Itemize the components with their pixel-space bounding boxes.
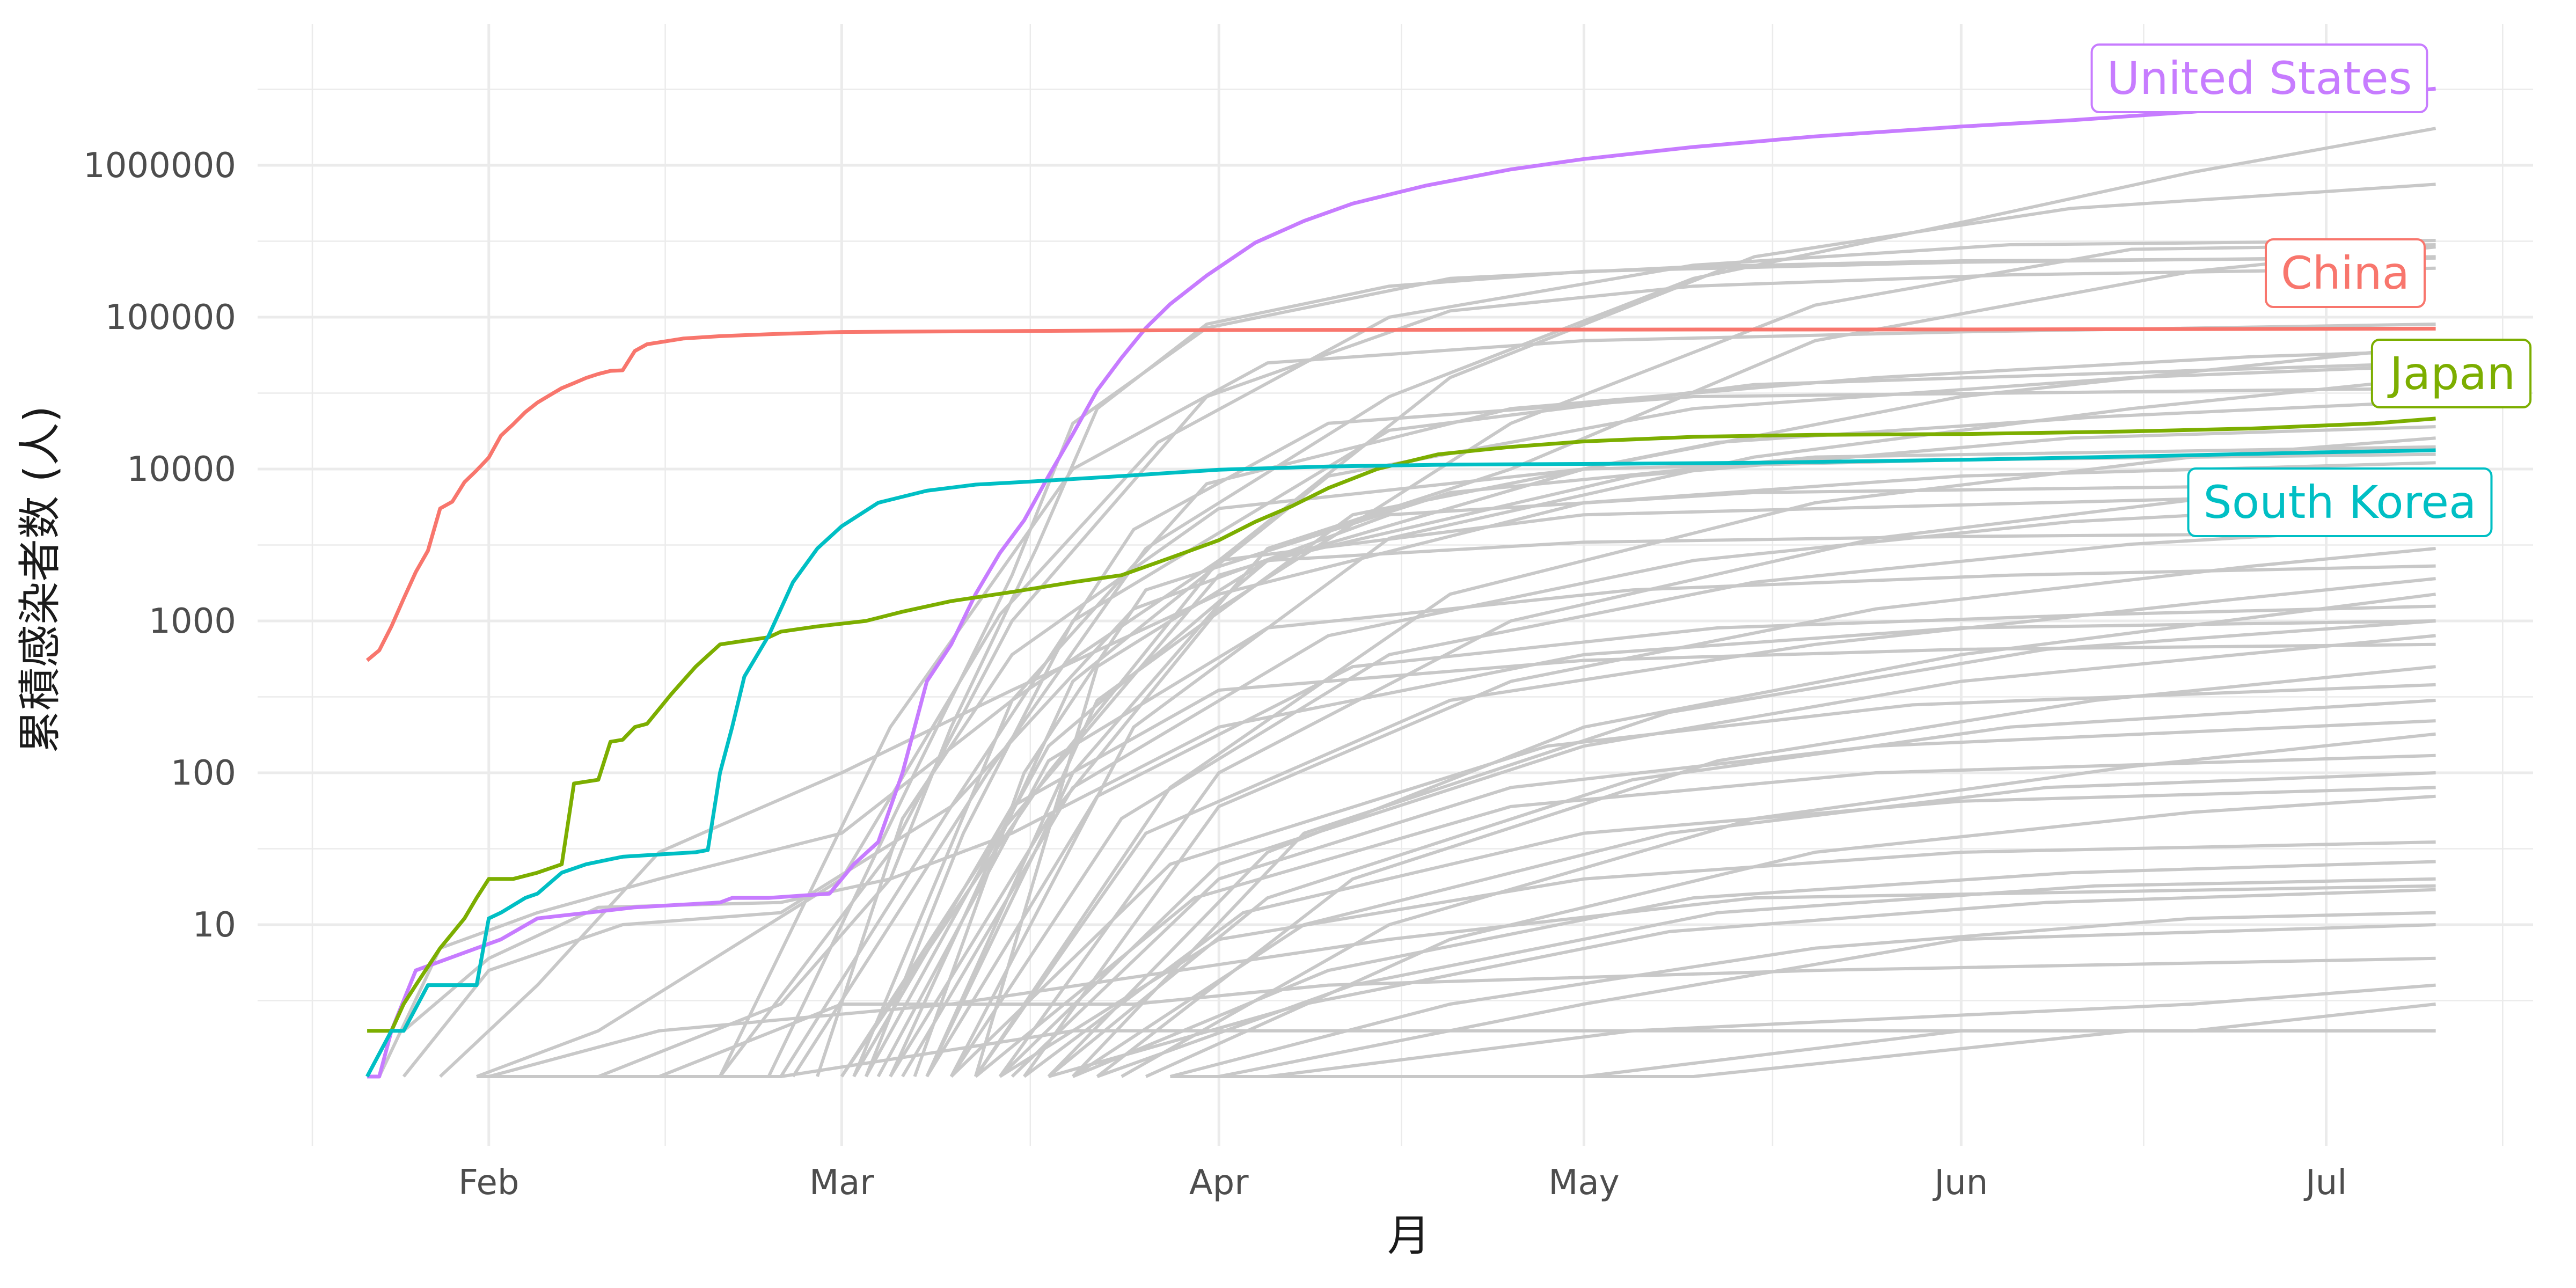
x-tick-label: Jun xyxy=(1932,1163,1988,1203)
background-series-line xyxy=(974,531,2436,1077)
background-series-line xyxy=(864,361,2436,1078)
y-axis-tick-labels: 10 100 1000 10000 100000 1000000 xyxy=(83,146,236,945)
series-label-group: United States China Japan South Korea xyxy=(2090,43,2532,537)
series-label-south-korea: South Korea xyxy=(2187,467,2493,537)
background-series-line xyxy=(1048,888,2436,1078)
background-series-line xyxy=(1169,911,2436,1078)
series-label-box xyxy=(2265,238,2426,308)
background-series-line xyxy=(913,445,2436,1078)
series-label-text: South Korea xyxy=(2204,476,2477,529)
series-line-japan xyxy=(367,416,2436,1033)
background-series-line xyxy=(876,564,2436,1078)
background-series-line xyxy=(1145,794,2436,1078)
series-label-box xyxy=(2090,43,2428,113)
background-series-line xyxy=(1071,619,2436,1078)
background-series-line xyxy=(999,634,2436,1078)
background-series-line xyxy=(865,425,2436,1078)
background-series-line xyxy=(1267,983,2436,1078)
series-label-china: China xyxy=(2265,238,2426,308)
x-tick-label: Mar xyxy=(809,1163,874,1203)
x-tick-label: Apr xyxy=(1189,1163,1249,1203)
background-series-line xyxy=(439,461,2436,1078)
x-tick-label: Jul xyxy=(2303,1163,2347,1203)
y-axis-title: 累積感染者数 (人) xyxy=(15,406,65,753)
background-series-line xyxy=(1047,592,2436,1078)
background-series-line xyxy=(377,491,2436,1078)
background-series-line xyxy=(1072,860,2436,1078)
background-series-line xyxy=(1047,699,2436,1078)
background-series-line xyxy=(488,884,2436,1078)
series-label-text: Japan xyxy=(2387,347,2515,400)
background-series-line xyxy=(402,482,2436,1078)
background-series-line xyxy=(949,524,2436,1078)
x-axis-tick-labels: Feb Mar Apr May Jun Jul xyxy=(458,1163,2347,1203)
series-label-text: United States xyxy=(2107,52,2412,105)
series-line-china xyxy=(365,326,2436,662)
background-series-line xyxy=(974,753,2436,1078)
y-tick-label: 10 xyxy=(193,905,236,945)
background-series-line xyxy=(718,323,2436,1078)
background-series-line xyxy=(1022,547,2436,1078)
x-tick-label: May xyxy=(1548,1163,1619,1203)
background-series-line xyxy=(719,266,2436,1078)
background-series-line xyxy=(1096,665,2436,1078)
background-series-line xyxy=(1023,786,2436,1078)
highlighted-series-group xyxy=(365,86,2436,1079)
background-series-line xyxy=(476,239,2436,1078)
background-series-line xyxy=(658,956,2436,1078)
series-label-united-states: United States xyxy=(2090,43,2428,113)
background-series-group xyxy=(377,127,2436,1078)
background-series-line xyxy=(999,840,2436,1078)
background-series-line xyxy=(840,182,2436,1078)
series-label-text: China xyxy=(2281,247,2410,299)
series-line-south-korea xyxy=(365,448,2436,1078)
x-tick-label: Feb xyxy=(458,1163,519,1203)
background-series-line xyxy=(1170,1029,2436,1078)
series-label-box xyxy=(2187,467,2493,537)
background-series-line xyxy=(1011,719,2436,1078)
series-line-united-states xyxy=(367,86,2436,1079)
y-tick-label: 100 xyxy=(171,753,236,793)
background-series-line xyxy=(974,577,2436,1078)
background-series-line xyxy=(767,256,2436,1078)
x-axis-title: 月 xyxy=(1387,1211,1430,1261)
background-series-line xyxy=(1584,1029,2436,1078)
background-series-line xyxy=(925,604,2436,1078)
background-series-line xyxy=(1072,771,2436,1078)
background-series-line xyxy=(889,243,2436,1078)
y-tick-label: 10000 xyxy=(127,450,236,489)
background-series-line xyxy=(950,683,2436,1078)
background-series-line xyxy=(852,642,2436,1078)
series-label-japan: Japan xyxy=(2370,339,2532,408)
background-series-line xyxy=(901,501,2436,1078)
background-series-line xyxy=(402,619,2436,1033)
background-series-line xyxy=(477,255,2436,1078)
y-tick-label: 1000000 xyxy=(83,146,236,186)
y-tick-label: 1000 xyxy=(149,602,236,641)
series-label-box xyxy=(2370,339,2532,408)
y-tick-label: 100000 xyxy=(105,298,236,338)
